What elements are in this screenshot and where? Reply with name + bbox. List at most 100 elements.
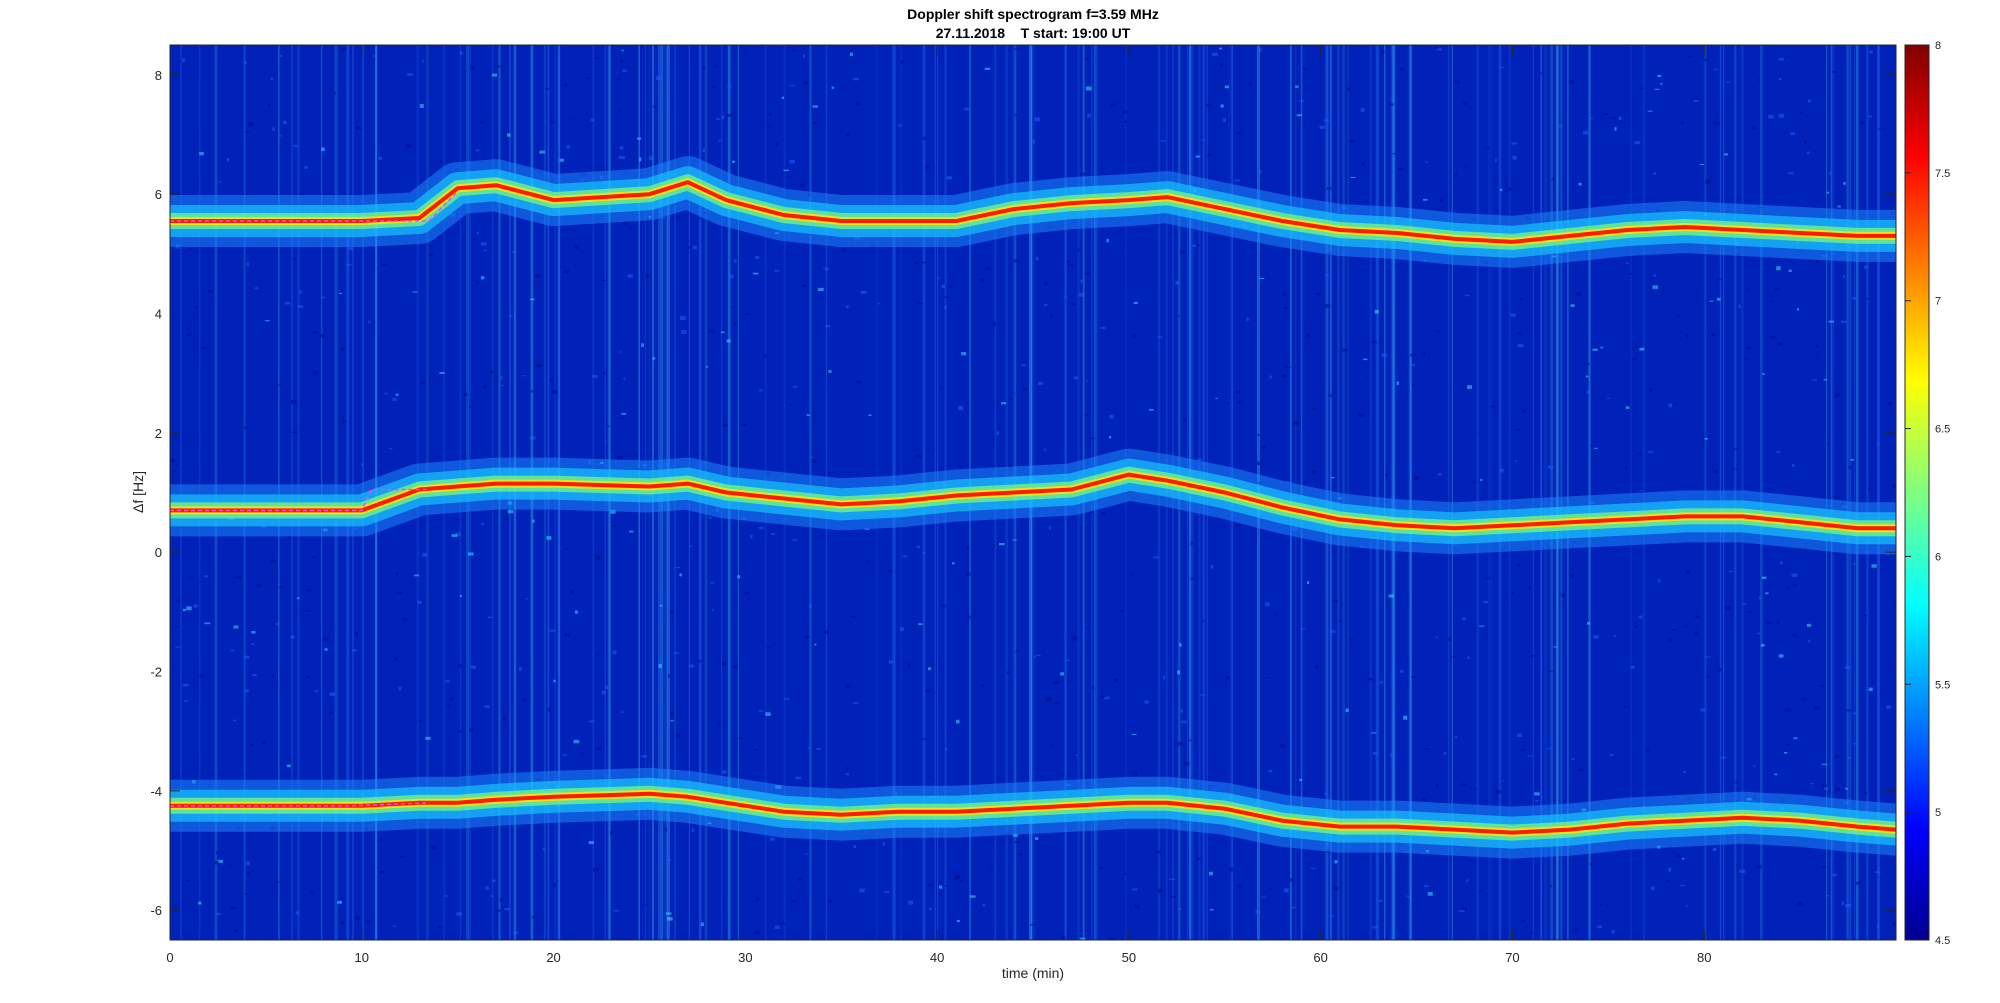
noise-speckle xyxy=(788,404,793,407)
noise-streak xyxy=(1342,45,1345,940)
noise-speckle xyxy=(1647,110,1653,112)
noise-speckle xyxy=(439,371,445,374)
noise-speckle xyxy=(1684,625,1688,627)
noise-speckle xyxy=(755,896,760,900)
noise-speckle xyxy=(601,690,606,695)
noise-speckle xyxy=(1015,650,1020,653)
noise-speckle xyxy=(1837,205,1841,208)
noise-speckle xyxy=(1639,87,1644,90)
noise-speckle xyxy=(1235,523,1242,527)
noise-speckle xyxy=(758,526,764,530)
noise-speckle xyxy=(1326,187,1332,190)
colorbar-tick-label: 4.5 xyxy=(1935,935,1950,947)
noise-speckle xyxy=(1334,860,1338,864)
noise-speckle xyxy=(1124,120,1128,123)
noise-speckle xyxy=(574,610,578,614)
noise-streak xyxy=(1490,45,1492,940)
noise-speckle xyxy=(1421,797,1426,801)
noise-speckle xyxy=(1361,162,1365,166)
noise-speckle xyxy=(1237,400,1241,404)
noise-speckle xyxy=(1792,584,1798,587)
noise-speckle xyxy=(966,546,969,551)
noise-speckle xyxy=(320,296,326,298)
noise-speckle xyxy=(1639,490,1643,492)
noise-speckle xyxy=(1639,347,1645,351)
noise-speckle xyxy=(1592,348,1598,351)
noise-speckle xyxy=(850,49,855,51)
noise-speckle xyxy=(1607,397,1610,399)
noise-speckle xyxy=(446,704,451,707)
noise-speckle xyxy=(251,631,256,634)
noise-speckle xyxy=(1293,421,1300,425)
noise-speckle xyxy=(804,853,808,855)
noise-speckle xyxy=(1636,452,1642,455)
noise-speckle xyxy=(734,322,737,326)
noise-speckle xyxy=(679,573,683,577)
noise-speckle xyxy=(1089,510,1094,514)
noise-speckle xyxy=(814,643,817,646)
noise-speckle xyxy=(1634,625,1638,629)
noise-speckle xyxy=(754,930,760,935)
noise-speckle xyxy=(573,739,580,744)
noise-speckle xyxy=(351,649,357,652)
noise-speckle xyxy=(1030,923,1037,926)
noise-streak xyxy=(1392,45,1394,940)
noise-speckle xyxy=(1671,628,1677,632)
noise-speckle xyxy=(922,136,927,141)
noise-speckle xyxy=(247,870,250,875)
noise-speckle xyxy=(1603,112,1608,116)
noise-speckle xyxy=(1207,153,1211,157)
noise-speckle xyxy=(1192,244,1198,247)
noise-speckle xyxy=(455,518,458,521)
noise-speckle xyxy=(941,284,946,289)
noise-speckle xyxy=(499,897,503,902)
noise-speckle xyxy=(1255,909,1261,914)
noise-speckle xyxy=(618,417,625,419)
noise-speckle xyxy=(306,610,311,612)
noise-speckle xyxy=(1593,447,1598,449)
noise-speckle xyxy=(708,329,714,333)
noise-speckle xyxy=(1295,85,1299,88)
noise-speckle xyxy=(1631,663,1637,666)
noise-speckle xyxy=(1306,332,1311,337)
noise-speckle xyxy=(1268,769,1273,773)
noise-speckle xyxy=(588,841,594,845)
noise-streak xyxy=(1408,45,1412,940)
noise-speckle xyxy=(311,331,318,334)
noise-speckle xyxy=(1032,139,1036,144)
noise-speckle xyxy=(1804,140,1808,144)
noise-speckle xyxy=(1843,275,1846,278)
noise-speckle xyxy=(1209,871,1213,876)
noise-speckle xyxy=(664,827,668,832)
noise-speckle xyxy=(1825,895,1830,897)
noise-speckle xyxy=(264,320,270,322)
noise-speckle xyxy=(1422,198,1428,201)
noise-speckle xyxy=(1485,577,1491,580)
noise-speckle xyxy=(605,685,609,690)
noise-speckle xyxy=(1834,393,1841,397)
noise-speckle xyxy=(207,290,214,293)
noise-speckle xyxy=(1868,115,1873,118)
noise-speckle xyxy=(1757,632,1761,635)
noise-speckle xyxy=(1246,317,1249,321)
noise-speckle xyxy=(1013,834,1018,837)
noise-speckle xyxy=(468,405,472,408)
noise-speckle xyxy=(1329,915,1334,917)
noise-speckle xyxy=(539,150,545,154)
noise-speckle xyxy=(1461,907,1467,911)
noise-speckle xyxy=(774,925,780,930)
noise-speckle xyxy=(475,149,480,152)
noise-speckle xyxy=(337,900,342,904)
noise-speckle xyxy=(1436,330,1440,332)
noise-speckle xyxy=(1695,615,1701,619)
noise-speckle xyxy=(186,606,192,611)
noise-speckle xyxy=(1822,784,1827,788)
noise-speckle xyxy=(1358,413,1365,417)
noise-speckle xyxy=(361,463,364,466)
colorbar-tick-label: 6 xyxy=(1935,551,1941,563)
noise-speckle xyxy=(244,893,248,895)
noise-speckle xyxy=(534,274,541,278)
noise-speckle xyxy=(1631,357,1637,361)
noise-speckle xyxy=(1257,434,1262,437)
noise-speckle xyxy=(304,165,308,169)
